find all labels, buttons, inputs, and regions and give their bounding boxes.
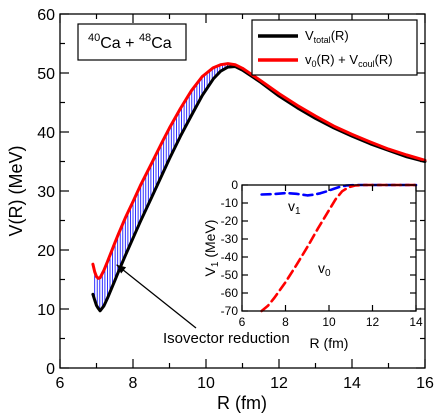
- inset-y-tick-label: -70: [221, 304, 239, 318]
- x-tick-label: 16: [416, 375, 434, 392]
- y-tick-label: 60: [37, 7, 55, 24]
- inset-x-tick-label: 6: [239, 315, 246, 329]
- main-x-axis-label: R (fm): [217, 393, 267, 413]
- annotation-text: Isovector reduction: [163, 330, 290, 347]
- series-label-v1: v1: [288, 198, 301, 217]
- inset-y-axis-label: V1 (MeV): [202, 220, 221, 277]
- legend-box: [251, 19, 418, 76]
- inset-x-tick-label: 8: [282, 315, 289, 329]
- main-series-group: [91, 62, 427, 313]
- inset-y-tick-label: 0: [231, 178, 238, 192]
- legend-label-v0-vcoul: v0(R) + Vcoul(R): [305, 52, 393, 69]
- reaction-label-box: 40Ca + 48Ca: [77, 23, 187, 61]
- legend: Vtotal(R) v0(R) + Vcoul(R): [251, 19, 418, 76]
- y-tick-label: 30: [37, 184, 55, 201]
- inset-y-tick-label: -60: [221, 286, 239, 300]
- inset-x-tick-label: 12: [366, 315, 380, 329]
- inset-axis-ticks: 6 8 10 12 14 0 -10 -20 -30 -40 -50 -60 -70: [221, 178, 423, 329]
- inset-chart: 6 8 10 12 140-10-20-30-40-50-60-70 V1 (MeV) …: [202, 176, 423, 351]
- reaction-label: 40Ca + 48Ca: [88, 32, 172, 52]
- x-tick-label: 6: [56, 375, 65, 392]
- inset-y-tick-label: -50: [221, 268, 239, 282]
- x-tick-label: 12: [270, 375, 288, 392]
- inset-background: [228, 176, 416, 318]
- series-line-v0-vcoul: [91, 62, 427, 280]
- inset-x-axis-label: R (fm): [310, 335, 349, 351]
- inset-x-tick-label: 10: [322, 315, 336, 329]
- inset-y-tick-label: -20: [221, 214, 239, 228]
- inset-y-tick-label: -10: [221, 196, 239, 210]
- x-tick-label: 8: [129, 375, 138, 392]
- legend-label-vtotal: Vtotal(R): [305, 28, 349, 45]
- isovector-annotation: Isovector reduction: [116, 264, 290, 347]
- annotation-arrowhead: [116, 264, 127, 274]
- y-tick-label: 40: [37, 125, 55, 142]
- y-tick-label: 0: [46, 361, 55, 378]
- annotation-arrow: [116, 264, 197, 329]
- inset-x-tick-label: 14: [409, 315, 423, 329]
- inset-y-tick-label: -40: [221, 250, 239, 264]
- isovector-reduction-hatching: [94, 63, 234, 311]
- main-y-axis-label: V(R) (MeV): [6, 146, 26, 237]
- series-line-vtotal: [91, 65, 427, 313]
- inset-y-tick-label: -30: [221, 232, 239, 246]
- x-tick-label: 14: [343, 375, 361, 392]
- series-label-v0: v0: [318, 260, 331, 279]
- x-tick-label: 10: [197, 375, 215, 392]
- y-tick-label: 20: [37, 243, 55, 260]
- y-tick-label: 50: [37, 66, 55, 83]
- y-tick-label: 10: [37, 302, 55, 319]
